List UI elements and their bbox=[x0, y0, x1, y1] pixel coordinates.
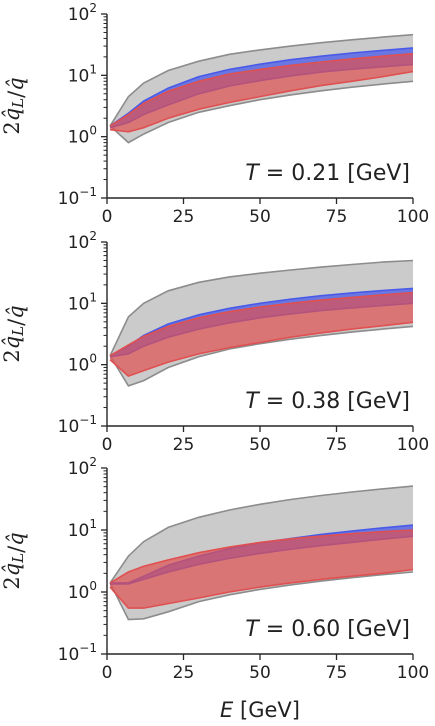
x-tick-label: 50 bbox=[249, 663, 271, 683]
temperature-label: T = 0.21 [GeV] bbox=[245, 161, 410, 186]
band-3 bbox=[110, 530, 413, 609]
x-tick-label: 0 bbox=[102, 207, 113, 227]
y-axis-label: 2q̂L/q̂ bbox=[0, 305, 28, 362]
temperature-label: T = 0.38 [GeV] bbox=[245, 389, 410, 414]
y-axis-label: 2q̂L/q̂ bbox=[0, 77, 28, 134]
y-tick-label: 102 bbox=[68, 1, 97, 25]
band-1-lower-edge bbox=[109, 325, 413, 387]
band-1-lower-edge bbox=[109, 571, 413, 621]
x-tick-label: 50 bbox=[249, 435, 271, 455]
y-tick-label: 101 bbox=[68, 290, 97, 314]
x-tick-label: 75 bbox=[326, 207, 348, 227]
x-tick-label: 25 bbox=[173, 207, 195, 227]
x-axis-label: E [GeV] bbox=[220, 698, 300, 722]
y-tick-label: 100 bbox=[68, 124, 97, 148]
band-1-upper-edge bbox=[109, 485, 413, 584]
x-tick-label: 0 bbox=[102, 435, 113, 455]
y-tick-label: 100 bbox=[68, 579, 97, 603]
x-tick-label: 50 bbox=[249, 207, 271, 227]
y-axis-label: 2q̂L/q̂ bbox=[0, 532, 28, 589]
plot-area bbox=[109, 485, 413, 621]
x-tick-label: 0 bbox=[102, 663, 113, 683]
panel-1: 10−1 100 101 102 0 25 50 75 100 2q̂L/q̂ T = 0.21 [… bbox=[0, 1, 429, 227]
band-3-lower-edge bbox=[109, 568, 413, 609]
y-tick-label: 101 bbox=[68, 517, 97, 541]
y-tick-label: 10−1 bbox=[58, 413, 97, 437]
band-3-lower-edge bbox=[110, 70, 413, 133]
band-3-lower-edge bbox=[109, 321, 413, 378]
band-1-lower-edge bbox=[109, 80, 413, 144]
band-1-upper-edge bbox=[109, 259, 413, 357]
x-tick-label: 75 bbox=[326, 435, 348, 455]
y-tick-label: 101 bbox=[68, 62, 97, 86]
band-3-upper-edge bbox=[109, 52, 413, 127]
x-tick-label: 100 bbox=[397, 435, 429, 455]
plot-area bbox=[109, 259, 413, 387]
band-3-upper-edge bbox=[109, 291, 413, 357]
band-2-upper-edge bbox=[109, 47, 413, 127]
temperature-label: T = 0.60 [GeV] bbox=[245, 617, 410, 642]
plot-area bbox=[109, 33, 413, 144]
band-3 bbox=[110, 292, 413, 377]
y-tick-label: 102 bbox=[68, 455, 97, 479]
band-1-upper-edge bbox=[109, 33, 413, 127]
x-tick-label: 100 bbox=[397, 663, 429, 683]
y-tick-label: 100 bbox=[68, 352, 97, 376]
band-3-upper-edge bbox=[109, 529, 413, 584]
x-tick-label: 75 bbox=[326, 663, 348, 683]
x-tick-label: 100 bbox=[397, 207, 429, 227]
y-tick-label: 10−1 bbox=[58, 641, 97, 665]
x-tick-label: 25 bbox=[173, 663, 195, 683]
y-tick-label: 10−1 bbox=[58, 185, 97, 209]
y-tick-label: 102 bbox=[68, 229, 97, 253]
x-tick-label: 25 bbox=[173, 435, 195, 455]
panel-2: 10−1 100 101 102 0 25 50 75 100 2q̂L/q̂ T = 0.38 [… bbox=[0, 229, 429, 455]
panel-3: 10−1 100 101 102 0 25 50 75 100 2q̂L/q̂ T = 0.60 [… bbox=[0, 455, 429, 722]
